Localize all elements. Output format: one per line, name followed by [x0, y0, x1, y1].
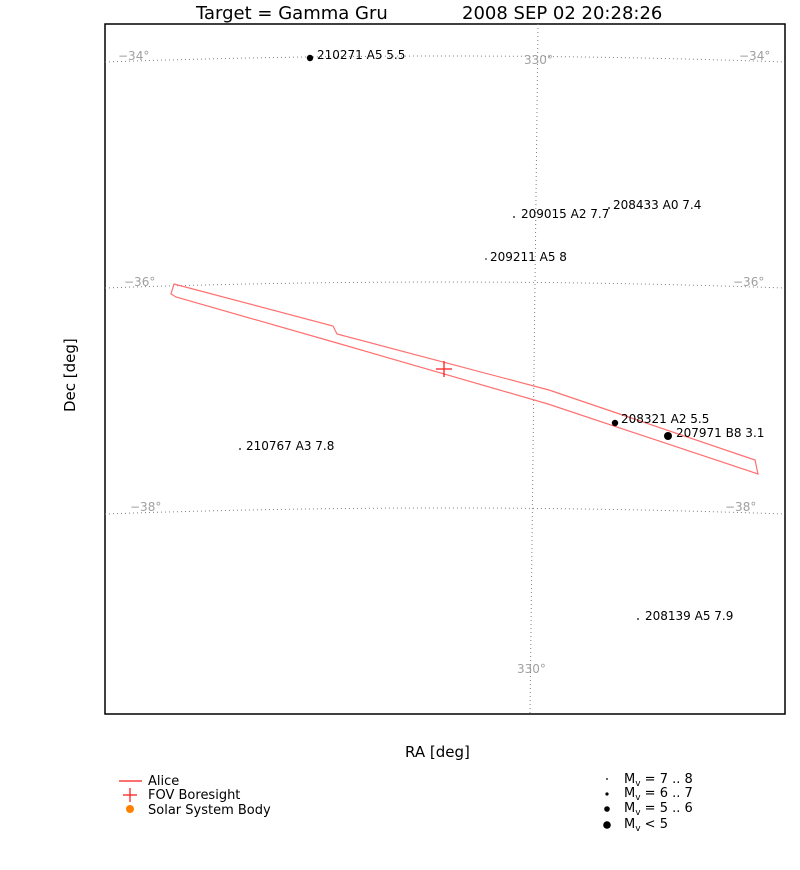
star-marker — [239, 448, 241, 450]
star-208321: 208321 A2 5.5 — [611, 412, 709, 427]
mag-lt-5-legend-dot — [603, 821, 611, 829]
dec-line-38 — [104, 507, 786, 515]
coordinate-grid — [104, 23, 786, 715]
grid-label-dec-36-left: −36° — [124, 275, 155, 289]
star-209211: 209211 A5 8 — [485, 250, 567, 264]
star-marker — [608, 207, 610, 209]
star-label: 207971 B8 3.1 — [676, 426, 764, 440]
grid-label-dec-38-left: −38° — [130, 500, 161, 514]
star-marker — [306, 54, 314, 62]
legend-mag-6-7: Mv = 6 .. 7 — [624, 786, 693, 803]
grid-label-ra-330-bottom: 330° — [517, 662, 546, 676]
grid-label-ra-330-top: 330° — [524, 53, 553, 67]
star-marker — [611, 419, 619, 427]
grid-label-dec-34-left: −34° — [118, 49, 149, 63]
star-label: 209015 A2 7.7 — [521, 207, 609, 221]
legend-boresight-label: FOV Boresight — [148, 788, 240, 803]
dec-line-34 — [104, 55, 786, 63]
star-marker — [637, 618, 639, 620]
boresight-legend-icon — [123, 788, 137, 802]
star-marker — [485, 258, 487, 260]
chart-title: Target = Gamma Gru — [195, 3, 388, 24]
y-axis-label: Dec [deg] — [61, 338, 79, 412]
grid-label-dec-38-right: −38° — [725, 500, 756, 514]
legend-solar-label: Solar System Body — [148, 803, 271, 818]
ra-line-330 — [529, 23, 539, 715]
star-label: 208139 A5 7.9 — [645, 609, 733, 623]
grid-label-dec-36-right: −36° — [733, 275, 764, 289]
legend-magnitude: Mv = 7 .. 8 Mv = 6 .. 7 Mv = 5 .. 6 Mv <… — [603, 772, 693, 834]
solar-system-body-legend-icon — [126, 805, 134, 813]
star-208139: 208139 A5 7.9 — [637, 609, 733, 623]
dec-line-36 — [104, 281, 786, 289]
star-label: 209211 A5 8 — [490, 250, 567, 264]
legend-mag-lt-5: Mv < 5 — [624, 817, 668, 834]
chart-timestamp: 2008 SEP 02 20:28:26 — [462, 3, 662, 24]
star-label: 210271 A5 5.5 — [317, 48, 405, 62]
star-210271: 210271 A5 5.5 — [306, 48, 405, 62]
grid-label-dec-34-right: −34° — [739, 49, 770, 63]
mag-7-8-legend-dot — [606, 778, 608, 780]
mag-6-7-legend-dot — [605, 792, 609, 796]
star-label: 208321 A2 5.5 — [621, 412, 709, 426]
star-207971: 207971 B8 3.1 — [664, 426, 764, 440]
legend-mag-5-6: Mv = 5 .. 6 — [624, 801, 693, 818]
star-label: 208433 A0 7.4 — [613, 198, 701, 212]
legend-left: Alice FOV Boresight Solar System Body — [119, 774, 271, 818]
x-axis-label: RA [deg] — [405, 743, 470, 761]
alice-slit-outline — [170, 283, 759, 475]
star-208433: 208433 A0 7.4 — [608, 198, 701, 212]
star-210767: 210767 A3 7.8 — [239, 439, 334, 453]
plot-frame — [104, 23, 786, 715]
legend-mag-7-8: Mv = 7 .. 8 — [624, 772, 693, 789]
fov-boresight-marker — [436, 361, 452, 377]
star-marker — [664, 432, 672, 440]
mag-5-6-legend-dot — [604, 806, 610, 812]
star-209015: 209015 A2 7.7 — [513, 207, 609, 221]
star-label: 210767 A3 7.8 — [246, 439, 334, 453]
legend-alice-label: Alice — [148, 774, 179, 789]
star-marker — [513, 216, 515, 218]
